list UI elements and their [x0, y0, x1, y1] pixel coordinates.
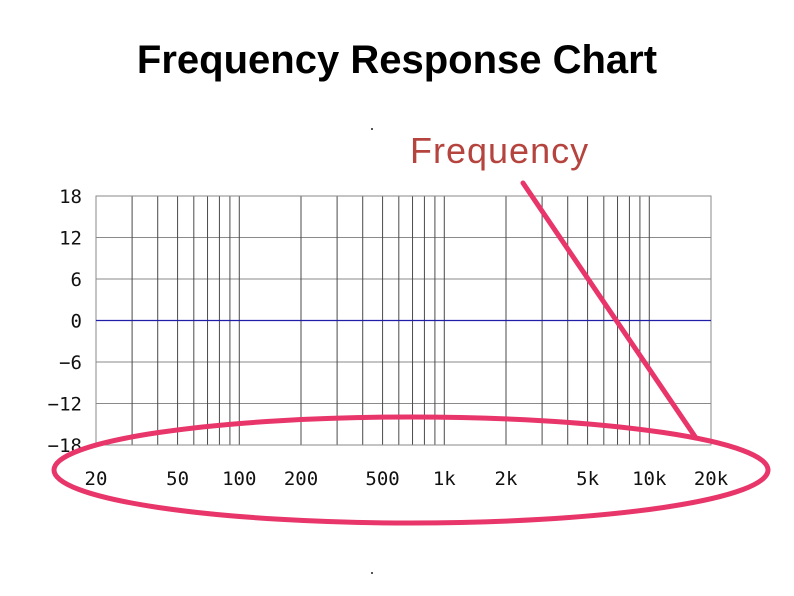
x-tick-labels: 20 50 100 200 500 1k 2k 5k 10k 20k [85, 468, 729, 490]
x-tick-label: 500 [365, 468, 399, 490]
x-tick-label: 100 [222, 468, 256, 490]
annotation-label: Frequency [410, 130, 590, 171]
x-tick-label: 20 [85, 468, 108, 490]
x-tick-label: 2k [495, 468, 518, 490]
y-tick-label: −12 [48, 394, 82, 416]
chart-title: Frequency Response Chart [136, 38, 658, 82]
annotation-layer [51, 180, 771, 526]
x-tick-label: 50 [166, 468, 189, 490]
y-tick-label: 18 [59, 186, 82, 208]
x-tick-label: 10k [632, 468, 667, 490]
stray-dot-bottom [371, 572, 373, 574]
y-tick-label: 12 [59, 228, 82, 250]
x-tick-label: 5k [576, 468, 599, 490]
annotation-pointer-line [520, 180, 699, 441]
x-tick-label: 1k [433, 468, 456, 490]
y-tick-label: −6 [59, 352, 82, 374]
x-tick-label: 200 [284, 468, 318, 490]
y-tick-label: 0 [71, 311, 82, 333]
x-tick-label: 20k [694, 468, 729, 490]
y-tick-label: 6 [71, 269, 82, 291]
highlight-ellipse [51, 414, 771, 526]
stray-dot-top [371, 128, 373, 130]
